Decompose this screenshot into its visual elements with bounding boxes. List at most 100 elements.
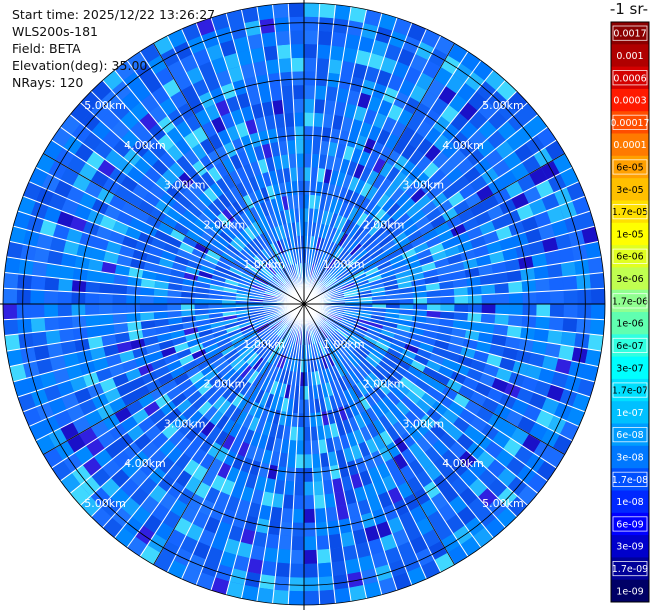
field-cell (508, 220, 526, 237)
field-cell (386, 299, 400, 304)
field-cell (140, 545, 161, 565)
field-cell (131, 450, 150, 469)
field-cell (371, 189, 385, 205)
field-cell (281, 268, 291, 282)
field-cell (60, 252, 77, 268)
ray-line (303, 102, 529, 305)
field-cell (425, 282, 441, 292)
colorbar-segment (611, 22, 649, 45)
field-cell (398, 353, 414, 366)
field-cell (74, 203, 92, 221)
field-cell (304, 522, 317, 537)
ray-line (210, 303, 305, 591)
field-cell (399, 217, 415, 232)
field-cell (309, 194, 316, 209)
field-cell (319, 452, 330, 468)
colorbar-segment (611, 66, 649, 90)
field-cell (39, 219, 57, 237)
field-cell (474, 432, 493, 451)
colorbar-tick-box (612, 248, 648, 264)
field-cell (326, 318, 339, 329)
field-cell (120, 478, 140, 498)
field-cell (447, 400, 465, 417)
field-cell (343, 404, 355, 419)
field-cell (284, 252, 292, 266)
ray-line (181, 28, 305, 305)
field-cell (74, 387, 92, 405)
field-cell (341, 281, 356, 290)
field-cell (72, 326, 88, 341)
field-cell (317, 268, 327, 282)
field-cell (189, 253, 204, 265)
field-cell (278, 325, 288, 338)
field-cell (140, 319, 156, 330)
colorbar-segment (611, 222, 649, 246)
field-cell (30, 304, 45, 319)
field-cell (86, 325, 102, 339)
field-cell (185, 332, 200, 343)
field-cell (320, 238, 329, 253)
ray-line (51, 303, 305, 469)
field-cell (518, 255, 534, 270)
field-cell (551, 219, 569, 237)
field-cell (439, 158, 457, 176)
field-cell (272, 241, 282, 256)
field-cell (347, 240, 359, 254)
field-cell (250, 258, 264, 270)
field-cell (167, 304, 181, 312)
field-cell (282, 167, 292, 183)
field-cell (331, 333, 343, 345)
field-cell (304, 221, 309, 236)
field-cell (175, 120, 193, 138)
field-cell (357, 499, 372, 516)
field-cell (254, 204, 265, 219)
field-cell (341, 359, 353, 373)
field-cell (367, 243, 382, 256)
field-cell (362, 358, 376, 372)
field-cell (274, 211, 283, 226)
field-cell (392, 17, 412, 36)
field-cell (207, 150, 222, 167)
field-cell (35, 402, 54, 421)
field-cell (285, 266, 293, 280)
field-cell (263, 265, 275, 277)
field-cell (193, 376, 209, 391)
field-cell (374, 564, 393, 582)
field-cell (436, 199, 454, 215)
field-cell (577, 289, 592, 304)
field-cell (296, 153, 304, 168)
field-cell (143, 191, 161, 208)
field-cell (324, 99, 337, 115)
field-cell (441, 357, 458, 371)
field-cell (458, 384, 475, 400)
field-cell (365, 154, 379, 170)
field-cell (325, 382, 334, 397)
field-cell (47, 250, 64, 266)
field-cell (177, 378, 194, 393)
field-cell (140, 286, 155, 297)
field-cell (348, 585, 367, 602)
field-cell (223, 52, 241, 70)
field-cell (244, 384, 257, 399)
field-cell (366, 328, 381, 338)
field-cell (361, 338, 376, 349)
field-cell (274, 382, 283, 397)
field-cell (87, 258, 104, 272)
field-cell (316, 167, 326, 183)
field-cell (273, 275, 285, 286)
field-cell (403, 223, 419, 237)
field-cell (359, 341, 373, 353)
ray-line (303, 303, 482, 548)
field-cell (240, 347, 254, 359)
field-cell (541, 397, 560, 416)
field-cell (587, 256, 604, 274)
field-cell (551, 371, 569, 389)
field-cell (328, 315, 342, 323)
field-cell (249, 206, 261, 222)
field-cell (232, 338, 247, 349)
field-cell (270, 366, 280, 381)
range-label: 5.00km (84, 497, 126, 510)
field-cell (313, 480, 324, 496)
field-cell (57, 304, 72, 317)
field-cell (329, 334, 341, 347)
